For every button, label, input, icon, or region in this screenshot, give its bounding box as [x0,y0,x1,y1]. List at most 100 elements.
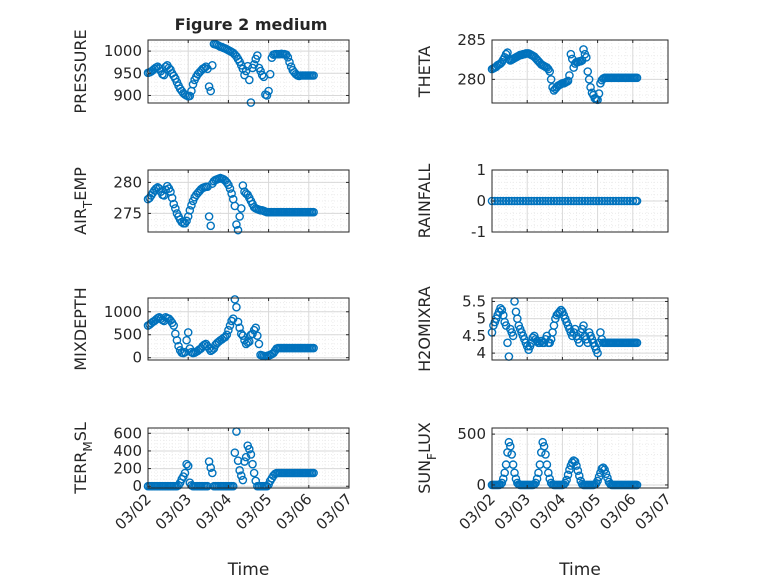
data-point [614,196,624,206]
data-point [225,184,235,193]
x-tick-label: 03/02 [112,490,155,533]
data-point [542,460,552,469]
data-point [265,69,275,79]
data-point [264,86,273,96]
data-series [487,437,642,490]
x-axis-label: Time [227,560,270,580]
y-axis-label-part: F [425,453,439,460]
data-series [487,196,642,206]
data-point [309,71,318,80]
data-point [591,196,601,206]
data-point [309,468,318,478]
data-point [552,196,562,206]
y-axis-label-part: MIXDEPTH [71,287,90,370]
data-point [565,71,574,80]
y-axis-label: H2OMIXRA [415,286,434,372]
x-tick-label: 03/04 [192,490,235,533]
data-point [228,481,238,491]
y-axis-label-part: SUN [415,460,434,494]
data-point [171,204,180,213]
y-axis-label: RAINFALL [415,164,434,239]
data-point [605,196,615,206]
x-tick-label: 03/03 [491,490,534,533]
data-point [159,70,169,80]
y-tick-label: 280 [457,70,486,88]
data-point [230,448,240,458]
data-point [510,468,519,478]
subplot-air-temp: 275 280 AIRTEMP [71,167,350,235]
data-point [545,67,555,76]
data-point [538,437,547,447]
axes-frame [491,427,669,489]
data-point [235,212,244,221]
data-point [594,472,604,482]
data-point [241,452,251,462]
data-point [603,196,612,206]
data-point [563,470,573,480]
data-point [206,221,216,231]
y-tick-label: 4.5 [462,327,486,345]
data-series [487,297,642,361]
data-point [565,465,574,474]
data-point [563,196,573,206]
data-point [206,463,216,473]
data-point [253,51,262,60]
data-point [222,330,232,340]
data-point [593,348,602,358]
data-point [182,216,191,226]
data-point [508,460,518,469]
data-point [245,444,254,454]
y-axis-label-part: THETA [415,46,434,98]
data-point [594,89,604,98]
data-point [249,468,259,478]
data-point [188,80,198,89]
data-point [204,212,214,221]
data-point [187,201,196,210]
data-point [563,76,573,86]
data-series [143,173,318,235]
data-point [622,196,632,206]
data-point [232,302,241,312]
data-point [513,196,522,206]
data-point [225,321,235,330]
data-point [283,53,293,62]
axes-frame [147,169,350,233]
data-point [573,466,583,476]
data-point [527,196,536,206]
subplot-pressure: 900 950 1000 PRESSURE [71,29,350,114]
data-point [232,220,241,229]
data-point [240,457,249,466]
data-point [521,196,531,206]
subplot-sun-flux: 0 500 SUNFLUX 03/0203/0303/0403/0503/0603/0… [415,422,675,580]
data-point [569,196,578,206]
x-tick-label: 03/04 [526,490,569,533]
data-point [182,335,191,345]
x-tick-label: 03/07 [313,490,356,533]
data-point [560,196,570,206]
data-point [562,475,571,485]
data-point [224,325,233,335]
y-axis-label-part: AIR [71,208,90,235]
data-point [632,196,642,206]
data-point [246,450,256,459]
y-tick-label: 0 [476,192,486,210]
data-point [236,471,246,480]
data-point [617,196,626,206]
data-point [500,468,509,478]
data-point [257,70,267,80]
data-point [208,60,217,70]
y-tick-label: 5.5 [462,292,486,310]
data-point [532,474,542,484]
y-axis-label-part: SL [71,422,90,441]
data-point [628,196,638,206]
data-point [589,196,598,206]
data-point [235,323,244,333]
data-point [574,196,584,206]
data-point [236,204,246,213]
data-point [600,465,609,474]
y-tick-label: -1 [471,223,486,241]
data-point [309,207,318,217]
y-axis-label: TERRMSL [71,422,95,495]
data-point [608,196,618,206]
